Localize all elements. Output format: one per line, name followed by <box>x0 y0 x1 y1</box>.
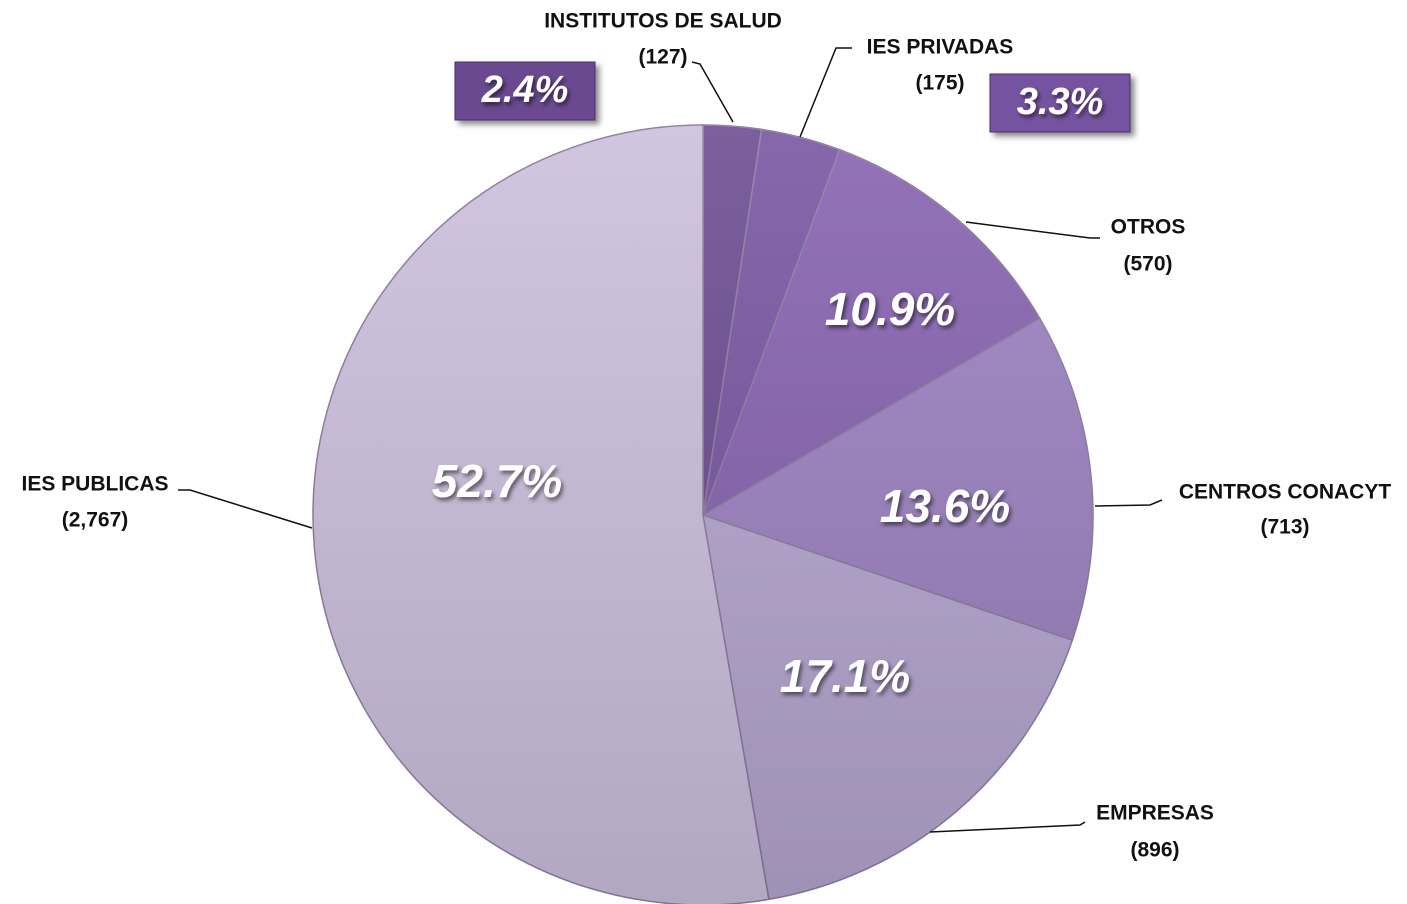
category-label: CENTROS CONACYT <box>1179 481 1392 504</box>
leader-line <box>929 821 1086 833</box>
percent-label: 10.9% <box>825 283 955 335</box>
leader-line <box>1094 499 1163 507</box>
leader-line <box>799 47 852 138</box>
count-label: (896) <box>1130 839 1179 862</box>
leader-line <box>178 489 313 529</box>
count-label: (2,767) <box>62 509 129 532</box>
category-label: OTROS <box>1111 216 1186 239</box>
category-label: IES PRIVADAS <box>867 36 1014 59</box>
count-label: (127) <box>638 46 687 69</box>
count-label: (713) <box>1260 516 1309 539</box>
category-label: INSTITUTOS DE SALUD <box>544 10 782 33</box>
count-label: (175) <box>915 72 964 95</box>
category-label: IES PUBLICAS <box>21 473 168 496</box>
percent-label: 52.7% <box>432 455 562 507</box>
count-label: (570) <box>1123 253 1172 276</box>
pie-slice <box>312 124 770 904</box>
leader-line <box>965 221 1100 239</box>
percent-label: 3.3% <box>1017 81 1104 123</box>
category-label: EMPRESAS <box>1096 802 1214 825</box>
percent-label: 13.6% <box>880 480 1010 532</box>
percent-label: 17.1% <box>780 650 910 702</box>
percent-box <box>454 61 596 121</box>
percent-label: 2.4% <box>481 69 569 111</box>
percent-box <box>989 73 1131 133</box>
leader-line <box>691 61 734 123</box>
